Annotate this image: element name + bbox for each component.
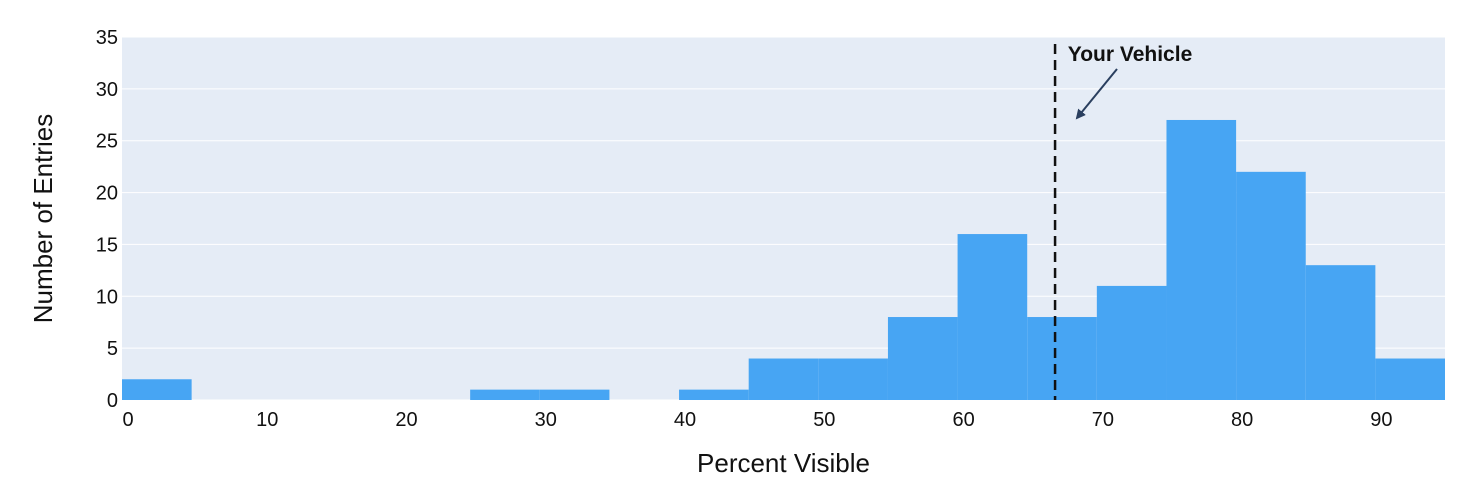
- histogram-bar: [1236, 171, 1306, 400]
- y-tick-label: 15: [96, 234, 118, 256]
- histogram-bar: [1027, 317, 1097, 400]
- annotation-label: Your Vehicle: [1068, 43, 1193, 66]
- histogram-bar: [470, 389, 540, 400]
- x-tick-label: 50: [813, 409, 835, 431]
- annotation-arrow: [1075, 68, 1118, 120]
- histogram-bar: [957, 234, 1028, 400]
- histogram-bar: [1096, 285, 1167, 400]
- x-tick-label: 20: [395, 409, 417, 431]
- x-tick-labels: 0 10 20 30 40 50 60 70 80 90: [122, 409, 1392, 431]
- histogram-bar: [1166, 119, 1237, 400]
- x-axis-title: Percent Visible: [697, 448, 870, 478]
- histogram-bar: [1375, 358, 1445, 400]
- histogram-bar: [539, 389, 610, 400]
- bars: [122, 119, 1445, 400]
- y-tick-label: 10: [96, 286, 118, 308]
- x-tick-label: 90: [1370, 409, 1392, 431]
- y-tick-label: 20: [96, 183, 118, 205]
- x-tick-label: 70: [1092, 409, 1114, 431]
- y-tick-labels: 0 5 10 15 20 25 30 35: [96, 27, 118, 412]
- y-tick-label: 25: [96, 131, 118, 153]
- histogram-bar: [818, 358, 888, 400]
- vehicle-marker: Your Vehicle: [1053, 43, 1193, 400]
- gridlines: [122, 36, 1445, 401]
- histogram-bar: [748, 358, 819, 400]
- histogram-bar: [1305, 265, 1376, 400]
- x-tick-label: 0: [122, 409, 133, 431]
- histogram-bar: [122, 379, 192, 400]
- y-tick-label: 30: [96, 79, 118, 101]
- x-tick-label: 60: [952, 409, 974, 431]
- x-tick-label: 30: [535, 409, 557, 431]
- x-tick-label: 80: [1231, 409, 1253, 431]
- y-tick-label: 0: [107, 390, 118, 412]
- histogram-bar: [679, 389, 749, 400]
- histogram-bar: [887, 317, 958, 400]
- y-tick-label: 5: [107, 338, 118, 360]
- y-tick-label: 35: [96, 27, 118, 49]
- x-tick-label: 40: [674, 409, 696, 431]
- x-tick-label: 10: [256, 409, 278, 431]
- y-axis-title: Number of Entries: [28, 114, 58, 324]
